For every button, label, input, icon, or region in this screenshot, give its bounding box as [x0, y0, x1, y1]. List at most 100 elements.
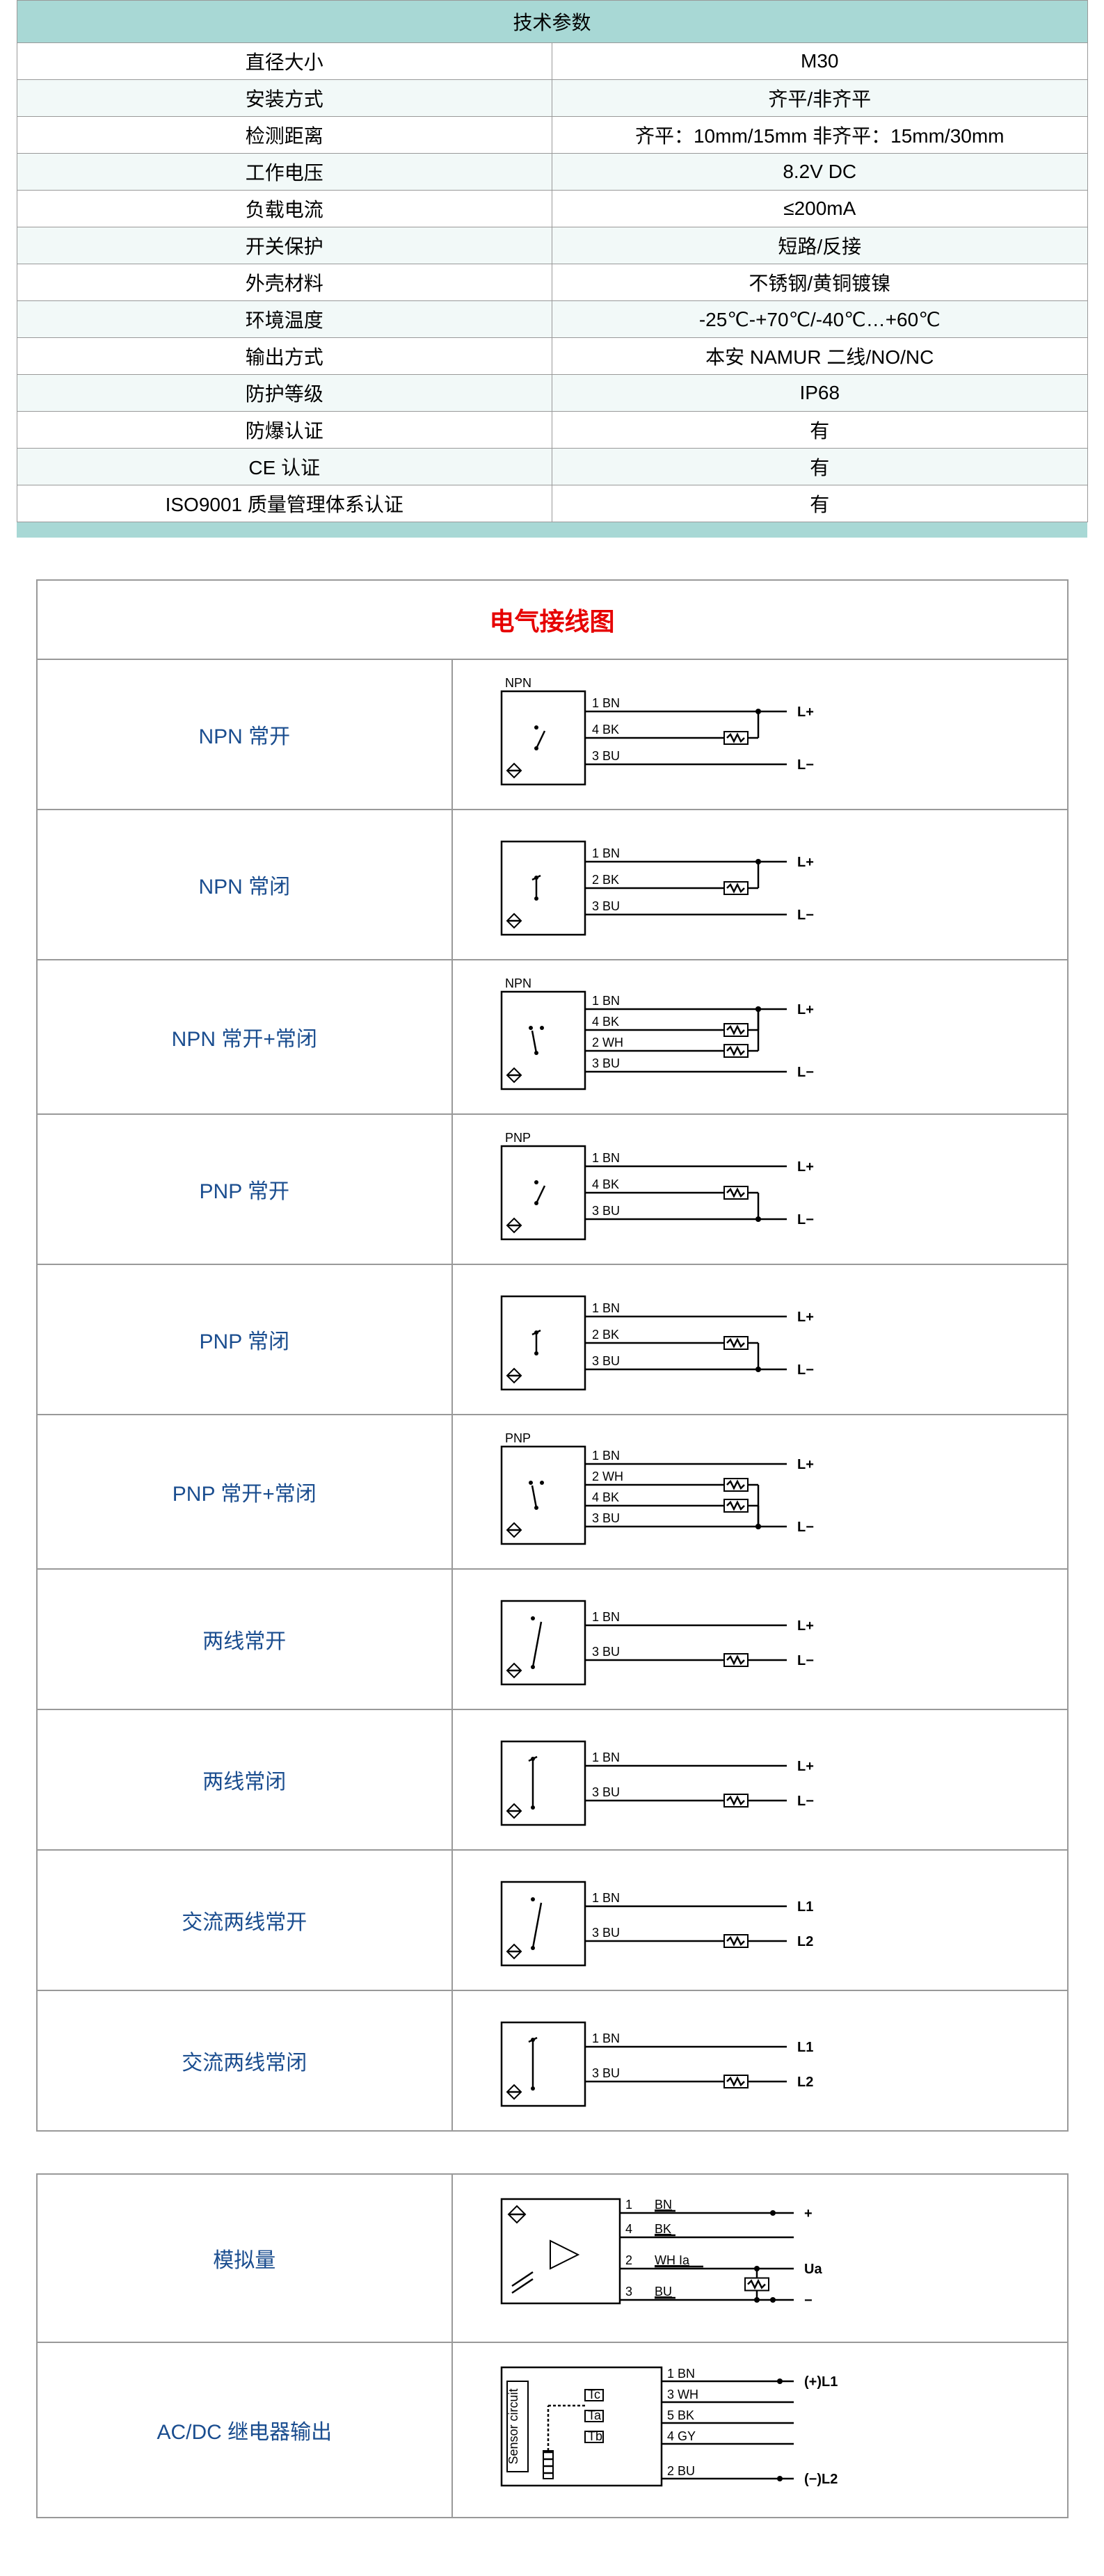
wiring-label: PNP 常闭	[38, 1265, 454, 1414]
svg-text:3 BU: 3 BU	[592, 1056, 620, 1070]
wiring-diagram: PNP1 BNL+4 BK3 BUL−	[453, 1115, 1066, 1264]
spec-value: 不锈钢/黄铜镀镍	[552, 264, 1088, 301]
spec-footer	[17, 522, 1087, 538]
wiring-row: PNP 常闭1 BNL+2 BK3 BUL−	[38, 1265, 1067, 1415]
wiring-diagram: 1 BN L+ 3 BU L−	[453, 1570, 1066, 1709]
svg-text:L+: L+	[797, 1759, 814, 1774]
spec-value: M30	[552, 43, 1088, 80]
svg-text:1 BN: 1 BN	[592, 1449, 620, 1463]
wiring-diagram: 1 BNL13 BUL2	[453, 1991, 1066, 2130]
svg-text:3 BU: 3 BU	[592, 749, 620, 763]
svg-text:L−: L−	[797, 1520, 814, 1535]
spec-value: 齐平：10mm/15mm 非齐平：15mm/30mm	[552, 117, 1088, 154]
wiring-label: PNP 常开+常闭	[38, 1415, 454, 1568]
wiring-label: 交流两线常闭	[38, 1991, 454, 2130]
svg-text:L+: L+	[797, 1457, 814, 1472]
svg-text:3 BU: 3 BU	[592, 1204, 620, 1218]
svg-text:1 BN: 1 BN	[592, 2031, 620, 2045]
spec-row: 输出方式本安 NAMUR 二线/NO/NC	[17, 338, 1087, 375]
svg-text:Ta: Ta	[588, 2408, 602, 2422]
spec-value: ≤200mA	[552, 191, 1088, 227]
svg-text:1 BN: 1 BN	[592, 1301, 620, 1315]
spec-label: 负载电流	[17, 191, 552, 227]
svg-text:4 GY: 4 GY	[667, 2429, 696, 2443]
svg-text:L−: L−	[797, 908, 814, 923]
svg-text:Tc: Tc	[588, 2388, 600, 2401]
svg-text:L1: L1	[797, 2040, 813, 2055]
spec-label: 防爆认证	[17, 412, 552, 449]
wiring-label: 两线常开	[38, 1570, 454, 1709]
svg-text:1 BN: 1 BN	[592, 994, 620, 1008]
svg-text:5 BK: 5 BK	[667, 2408, 694, 2422]
wiring-row: 交流两线常开1 BNL13 BUL2	[38, 1851, 1067, 1991]
svg-text:1 BN: 1 BN	[592, 1610, 620, 1624]
spec-value: 本安 NAMUR 二线/NO/NC	[552, 338, 1088, 375]
spec-row: 直径大小M30	[17, 43, 1087, 80]
svg-text:L2: L2	[797, 2075, 813, 2090]
svg-text:1: 1	[625, 2198, 632, 2212]
spec-row: 负载电流≤200mA	[17, 191, 1087, 227]
spec-table: 技术参数 直径大小M30安装方式齐平/非齐平检测距离齐平：10mm/15mm 非…	[17, 0, 1088, 538]
svg-text:L−: L−	[797, 1065, 814, 1080]
spec-row: 环境温度-25℃-+70℃/-40℃…+60℃	[17, 301, 1087, 338]
spec-row: ISO9001 质量管理体系认证有	[17, 485, 1087, 522]
svg-text:L2: L2	[797, 1934, 813, 1949]
svg-text:2 BK: 2 BK	[592, 873, 619, 887]
svg-text:1 BN: 1 BN	[667, 2367, 695, 2381]
svg-text:3 BU: 3 BU	[592, 1354, 620, 1368]
svg-text:3 BU: 3 BU	[592, 1645, 620, 1659]
wiring-section: 电气接线图 NPN 常开NPN1 BNL+4 BK3 BUL−NPN 常闭1 B…	[36, 579, 1069, 2132]
svg-text:L+: L+	[797, 1002, 814, 1017]
svg-text:3 WH: 3 WH	[667, 2388, 698, 2401]
wiring-diagram: NPN1 BNL+4 BK3 BUL−	[453, 660, 1066, 809]
svg-text:Sensor circuit: Sensor circuit	[506, 2388, 520, 2464]
wiring-row: 模拟量1BN+4BK2WH IaUa3BU−	[38, 2175, 1067, 2343]
spec-value: -25℃-+70℃/-40℃…+60℃	[552, 301, 1088, 338]
spec-label: 输出方式	[17, 338, 552, 375]
wiring-row: AC/DC 继电器输出Sensor circuitTcTaTb1 BN(+)L1…	[38, 2343, 1067, 2517]
svg-text:3 BU: 3 BU	[592, 1511, 620, 1525]
svg-text:(+)L1: (+)L1	[804, 2374, 838, 2390]
spec-value: IP68	[552, 375, 1088, 412]
spec-row: 安装方式齐平/非齐平	[17, 80, 1087, 117]
svg-text:1 BN: 1 BN	[592, 696, 620, 710]
wiring-label: AC/DC 继电器输出	[38, 2343, 454, 2517]
spec-value: 有	[552, 485, 1088, 522]
svg-text:1 BN: 1 BN	[592, 1750, 620, 1764]
wiring-label: 两线常闭	[38, 1710, 454, 1849]
svg-text:PNP: PNP	[505, 1131, 531, 1145]
svg-text:L+: L+	[797, 1618, 814, 1634]
svg-text:4 BK: 4 BK	[592, 1177, 619, 1191]
svg-text:PNP: PNP	[505, 1431, 531, 1445]
wiring-label: NPN 常开+常闭	[38, 960, 454, 1113]
spec-label: 安装方式	[17, 80, 552, 117]
svg-text:L−: L−	[797, 1653, 814, 1668]
svg-text:4 BK: 4 BK	[592, 723, 619, 736]
spec-value: 有	[552, 412, 1088, 449]
spec-value: 短路/反接	[552, 227, 1088, 264]
svg-text:NPN: NPN	[505, 676, 531, 690]
spec-row: CE 认证有	[17, 449, 1087, 485]
svg-text:1 BN: 1 BN	[592, 846, 620, 860]
svg-text:3 BU: 3 BU	[592, 1785, 620, 1799]
svg-text:Ua: Ua	[804, 2262, 822, 2277]
svg-text:L1: L1	[797, 1899, 813, 1915]
svg-text:BU: BU	[655, 2285, 672, 2299]
spec-label: 防护等级	[17, 375, 552, 412]
wiring-diagram: 1 BNL+2 BK3 BUL−	[453, 810, 1066, 959]
wiring-row: NPN 常闭1 BNL+2 BK3 BUL−	[38, 810, 1067, 960]
spec-value: 齐平/非齐平	[552, 80, 1088, 117]
wiring-label: 模拟量	[38, 2175, 454, 2342]
spec-row: 工作电压8.2V DC	[17, 154, 1087, 191]
spec-value: 有	[552, 449, 1088, 485]
spec-value: 8.2V DC	[552, 154, 1088, 191]
svg-text:1 BN: 1 BN	[592, 1891, 620, 1905]
svg-text:1 BN: 1 BN	[592, 1151, 620, 1165]
wiring-label: PNP 常开	[38, 1115, 454, 1264]
spec-label: 开关保护	[17, 227, 552, 264]
spec-label: 环境温度	[17, 301, 552, 338]
spec-label: 直径大小	[17, 43, 552, 80]
wiring-diagram: Sensor circuitTcTaTb1 BN(+)L13 WH5 BK4 G…	[453, 2343, 1066, 2517]
svg-text:+: +	[804, 2206, 813, 2221]
svg-text:L+: L+	[797, 855, 814, 870]
